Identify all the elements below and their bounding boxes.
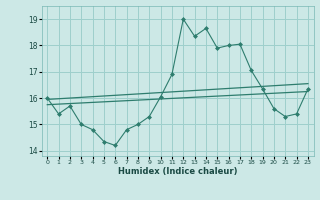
X-axis label: Humidex (Indice chaleur): Humidex (Indice chaleur): [118, 167, 237, 176]
